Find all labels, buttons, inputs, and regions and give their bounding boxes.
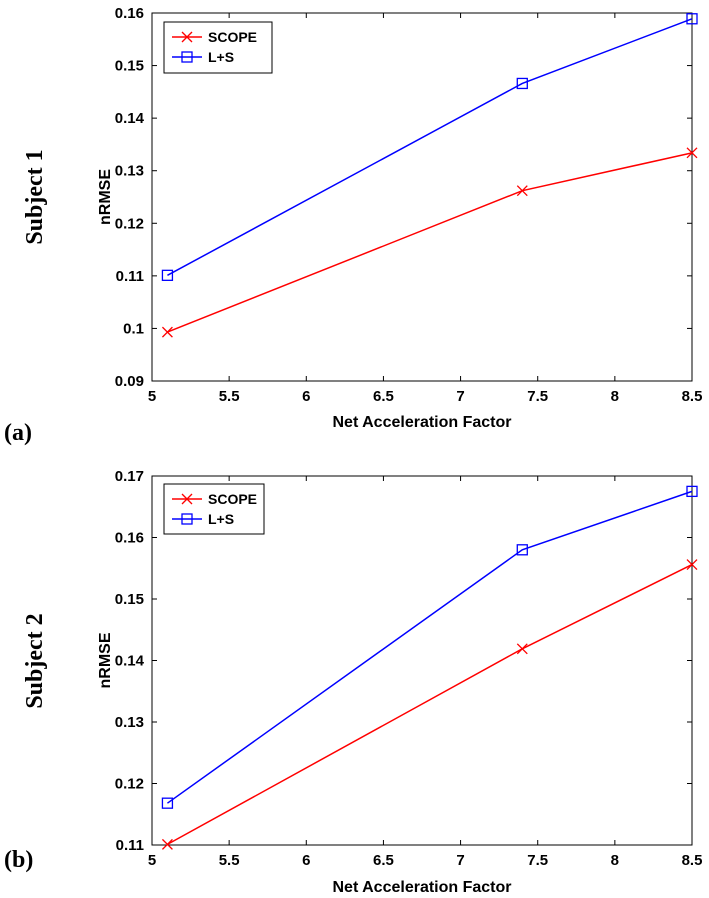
y-axis-label: nRMSE — [97, 632, 114, 688]
y-tick-label: 0.11 — [116, 268, 144, 285]
x-tick-label: 8.5 — [682, 852, 703, 869]
x-tick-label: 6 — [302, 388, 310, 405]
legend-box — [163, 483, 265, 535]
plot-area-b — [151, 475, 693, 846]
data-point-square — [161, 269, 174, 281]
chart-b-svg: 5 5.5 6 6.5 7 7.5 8 8.5 0.11 0.12 0.13 0.14 0.15 0.16… — [4, 468, 703, 896]
y-tick-label: 0.13 — [115, 163, 144, 180]
x-tick-label: 6.5 — [373, 388, 394, 405]
data-point-square — [686, 485, 698, 498]
y-tick-label: 0.13 — [115, 714, 144, 731]
data-point-x — [161, 838, 173, 850]
y-tick-label: 0.11 — [116, 837, 144, 854]
y-tick-label: 0.1 — [123, 320, 144, 337]
y-tick-label: 0.12 — [115, 776, 144, 793]
legend-box — [163, 21, 273, 74]
x-axis-label: Net Acceleration Factor — [332, 879, 511, 896]
data-point-x — [686, 559, 698, 571]
legend-marker-square — [181, 51, 193, 63]
subject-label: Subject 1 — [22, 149, 48, 244]
data-point-square — [161, 797, 174, 809]
x-tick-label: 7.5 — [527, 388, 548, 405]
y-tick-label: 0.15 — [115, 58, 144, 75]
legend-marker-x — [181, 31, 193, 43]
x-tick-label: 8 — [611, 852, 619, 869]
data-point-square — [516, 77, 528, 90]
y-tick-label: 0.14 — [115, 653, 145, 670]
x-tick-label: 8.5 — [682, 388, 703, 405]
data-point-x — [161, 326, 173, 338]
x-tick-label: 7.5 — [527, 852, 548, 869]
x-axis-label: Net Acceleration Factor — [332, 414, 511, 431]
panel-label: (b) — [4, 847, 33, 873]
data-point-square — [516, 544, 528, 556]
x-tick-label: 5 — [148, 852, 156, 869]
subject-label: Subject 2 — [22, 613, 48, 708]
y-tick-label: 0.09 — [115, 373, 144, 390]
data-point-square — [686, 13, 698, 25]
series-line-ls — [166, 490, 693, 804]
data-point-x — [686, 147, 698, 159]
chart-panel-a: 5 5.5 6 6.5 7 7.5 8 8.5 0.09 0.1 0.11 0.12 0.13 0.14 0… — [4, 5, 703, 446]
legend: SCOPE L+S — [163, 483, 265, 535]
legend-label: L+S — [208, 49, 234, 65]
legend: SCOPE L+S — [163, 21, 273, 74]
x-tick-label: 5.5 — [219, 388, 240, 405]
y-tick-label: 0.16 — [115, 5, 144, 22]
chart-panel-b: 5 5.5 6 6.5 7 7.5 8 8.5 0.11 0.12 0.13 0.14 0.15 0.16… — [0, 449, 709, 898]
x-tick-label: 7 — [456, 852, 464, 869]
data-point-x — [516, 185, 528, 197]
y-tick-label: 0.14 — [115, 110, 145, 127]
y-tick-label: 0.12 — [115, 215, 144, 232]
x-tick-label: 6.5 — [373, 852, 394, 869]
legend-label: SCOPE — [208, 29, 257, 45]
legend-marker-square — [181, 513, 193, 525]
legend-label: SCOPE — [208, 491, 257, 507]
chart-a-svg: 5 5.5 6 6.5 7 7.5 8 8.5 0.09 0.1 0.11 0.12 0.13 0.14 0… — [4, 5, 703, 446]
x-tick-label: 6 — [302, 852, 310, 869]
x-tick-label: 7 — [456, 388, 464, 405]
panel-label: (a) — [4, 420, 32, 446]
plot-area-a — [151, 12, 693, 382]
x-tick-label: 5.5 — [219, 852, 240, 869]
x-tick-label: 5 — [148, 388, 156, 405]
x-tick-label: 8 — [611, 388, 619, 405]
data-point-x — [516, 643, 528, 655]
legend-label: L+S — [208, 511, 234, 527]
y-tick-label: 0.15 — [115, 591, 144, 608]
y-tick-label: 0.17 — [115, 468, 144, 485]
y-tick-label: 0.16 — [115, 530, 144, 547]
series-line-ls — [167, 18, 693, 276]
y-axis-label: nRMSE — [97, 169, 114, 225]
legend-marker-x — [181, 493, 193, 505]
